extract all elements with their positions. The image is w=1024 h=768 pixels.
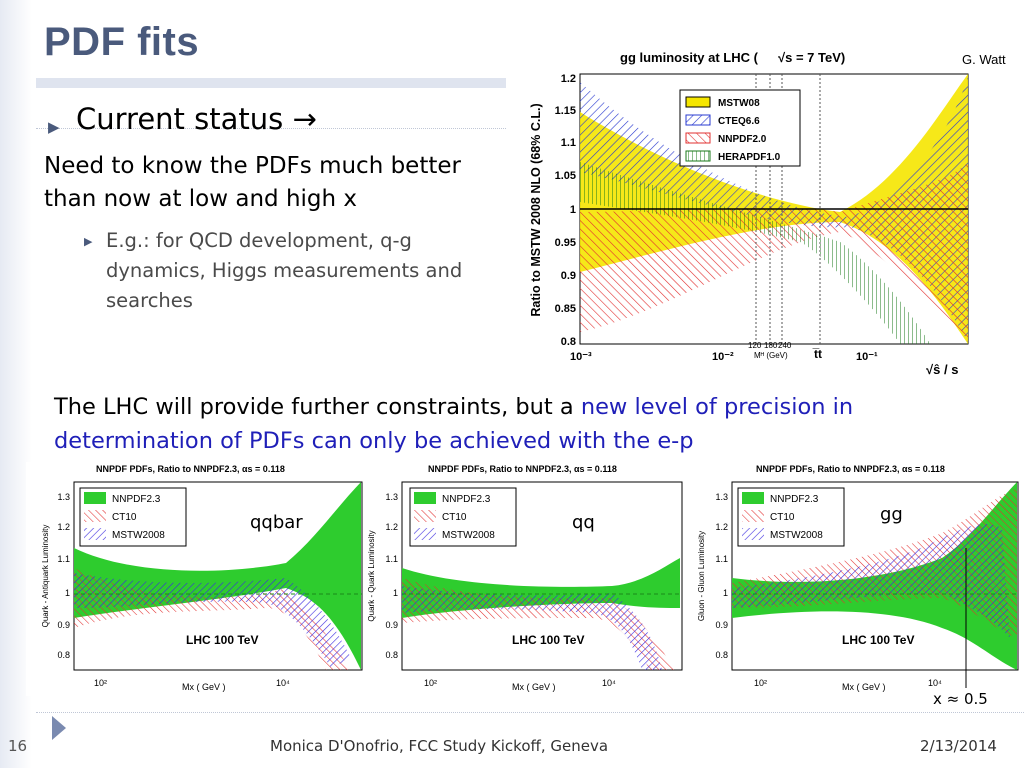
y-axis-label: Ratio to MSTW 2008 NLO (68% C.L.) (529, 103, 543, 316)
svg-text:1.3: 1.3 (715, 492, 728, 502)
svg-text:Mx ( GeV ): Mx ( GeV ) (512, 682, 556, 692)
svg-text:0.9: 0.9 (715, 620, 728, 630)
svg-text:1.3: 1.3 (385, 492, 398, 502)
svg-text:MSTW2008: MSTW2008 (442, 530, 495, 541)
mh-tick: 240 (778, 341, 792, 350)
svg-text:CT10: CT10 (442, 512, 467, 523)
ytick: 0.85 (555, 303, 576, 315)
svg-text:0.9: 0.9 (57, 620, 70, 630)
mh-label: Mᴴ (GeV) (754, 351, 788, 360)
plot-title: NNPDF PDFs, Ratio to NNPDF2.3, αs = 0.11… (428, 464, 617, 474)
footer-date: 2/13/2014 (920, 737, 997, 755)
qqbar-label: qqbar (250, 512, 303, 533)
svg-text:0.8: 0.8 (385, 650, 398, 660)
legend-mstw2008: MSTW2008 (112, 530, 165, 541)
svg-text:10²: 10² (424, 678, 437, 688)
svg-text:0.8: 0.8 (57, 650, 70, 660)
para-lhc-black: The LHC will provide further constraints… (54, 394, 581, 420)
svg-text:LHC 100 TeV: LHC 100 TeV (512, 633, 584, 647)
svg-text:1.2: 1.2 (57, 522, 70, 532)
qqbar-luminosity-plot: NNPDF PDFs, Ratio to NNPDF2.3, αs = 0.11… (41, 464, 363, 692)
legend-nnpdf23: NNPDF2.3 (112, 494, 161, 505)
ytick: 0.8 (561, 336, 576, 348)
svg-text:1.2: 1.2 (385, 522, 398, 532)
legend-ct10: CT10 (112, 512, 137, 523)
ytick: 1.2 (561, 73, 576, 85)
sub-bullet-arrow-icon: ▶ (84, 235, 93, 248)
divider (36, 128, 506, 129)
svg-text:1.1: 1.1 (57, 554, 70, 564)
svg-text:Quark - Antiquark Luminosity: Quark - Antiquark Luminosity (41, 525, 50, 628)
ytick: 1.1 (561, 137, 576, 149)
plot-title: gg luminosity at LHC ( (620, 50, 759, 65)
legend-nnpdf20: NNPDF2.0 (718, 134, 767, 145)
ytick: 0.9 (561, 270, 576, 282)
mh-tick: 120 (748, 341, 762, 350)
svg-text:10²: 10² (94, 678, 107, 688)
para-lhc-blue: new level of precision in determination … (54, 394, 854, 454)
title-underline (36, 78, 506, 88)
xtick: 10⁻² (712, 351, 734, 363)
paragraph-need-pdfs: Need to know the PDFs much better than n… (44, 153, 461, 212)
bullet-current-status: Current status → (76, 102, 317, 136)
xtick: 10⁻¹ (856, 351, 878, 363)
qq-luminosity-plot: NNPDF PDFs, Ratio to NNPDF2.3, αs = 0.11… (367, 464, 683, 692)
svg-text:0.9: 0.9 (385, 620, 398, 630)
svg-text:1: 1 (393, 588, 398, 598)
svg-text:1.1: 1.1 (385, 554, 398, 564)
svg-text:1.2: 1.2 (715, 522, 728, 532)
slide-title: PDF fits (44, 20, 200, 64)
ytick: 1 (570, 204, 576, 216)
footer-arrow-icon (52, 716, 66, 740)
plot-title-sqrt: √s = 7 TeV) (778, 50, 845, 65)
sub-bullet-qcd: E.g.: for QCD development, q-g dynamics,… (106, 229, 463, 312)
svg-text:CT10: CT10 (770, 512, 795, 523)
svg-text:1.3: 1.3 (57, 492, 70, 502)
svg-text:0.8: 0.8 (715, 650, 728, 660)
svg-text:Mx ( GeV ): Mx ( GeV ) (842, 682, 886, 692)
x-half-note: x ≈ 0.5 (933, 690, 988, 708)
qq-label: qq (572, 512, 595, 533)
gg-luminosity-plot-100tev: NNPDF PDFs, Ratio to NNPDF2.3, αs = 0.11… (697, 464, 1019, 692)
legend-herapdf10: HERAPDF1.0 (718, 152, 781, 163)
svg-text:10²: 10² (754, 678, 767, 688)
ytick: 1.05 (555, 170, 576, 182)
paragraph-lhc-constraints: The LHC will provide further constraints… (54, 390, 1004, 458)
footer-divider (36, 712, 1024, 713)
bullet-arrow-icon: ▶ (48, 118, 60, 136)
xtick: 10⁻³ (570, 351, 592, 363)
svg-text:1: 1 (723, 588, 728, 598)
svg-text:NNPDF2.3: NNPDF2.3 (442, 494, 491, 505)
gg-luminosity-plot: gg luminosity at LHC ( √s = 7 TeV) G. Wa… (520, 42, 1024, 376)
plot-title: NNPDF PDFs, Ratio to NNPDF2.3, αs = 0.11… (756, 464, 945, 474)
svg-text:10⁴: 10⁴ (602, 678, 616, 688)
gg-label: gg (880, 504, 903, 525)
energy-label: LHC 100 TeV (186, 633, 258, 647)
svg-text:1.1: 1.1 (715, 554, 728, 564)
svg-text:LHC 100 TeV: LHC 100 TeV (842, 633, 914, 647)
footer-presenter: Monica D'Onofrio, FCC Study Kickoff, Gen… (270, 737, 609, 755)
svg-text:Quark - Quark Luminosity: Quark - Quark Luminosity (367, 530, 376, 621)
legend-mstw08: MSTW08 (718, 98, 760, 109)
tt-label: t̅t (812, 347, 822, 361)
svg-text:10⁴: 10⁴ (276, 678, 290, 688)
slide-number: 16 (8, 737, 28, 755)
ytick: 1.15 (555, 105, 576, 117)
plot-credit: G. Watt (962, 52, 1006, 67)
ytick: 0.95 (555, 237, 576, 249)
legend-cteq66: CTEQ6.6 (718, 116, 760, 127)
svg-text:Mx ( GeV ): Mx ( GeV ) (182, 682, 226, 692)
svg-text:NNPDF2.3: NNPDF2.3 (770, 494, 819, 505)
svg-text:1: 1 (65, 588, 70, 598)
plot-title: NNPDF PDFs, Ratio to NNPDF2.3, αs = 0.11… (96, 464, 285, 474)
mh-tick: 180 (764, 341, 778, 350)
svg-text:10⁴: 10⁴ (928, 678, 942, 688)
svg-text:Gluon - Gluon Luminosity: Gluon - Gluon Luminosity (697, 531, 706, 621)
x-axis-label: √ŝ / s (926, 362, 958, 376)
svg-text:MSTW2008: MSTW2008 (770, 530, 823, 541)
